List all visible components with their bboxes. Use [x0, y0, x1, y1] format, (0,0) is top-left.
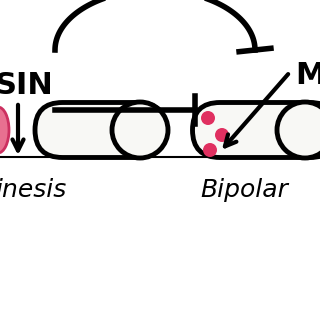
Circle shape	[277, 102, 320, 158]
Circle shape	[112, 102, 168, 158]
Text: Bipolar: Bipolar	[200, 178, 288, 202]
Circle shape	[215, 128, 229, 142]
Circle shape	[201, 111, 215, 125]
FancyBboxPatch shape	[193, 102, 320, 157]
Text: SIN: SIN	[0, 70, 54, 100]
Text: M: M	[295, 60, 320, 90]
Text: inesis: inesis	[0, 178, 66, 202]
Circle shape	[203, 143, 217, 157]
FancyBboxPatch shape	[35, 102, 165, 157]
Ellipse shape	[0, 107, 9, 153]
